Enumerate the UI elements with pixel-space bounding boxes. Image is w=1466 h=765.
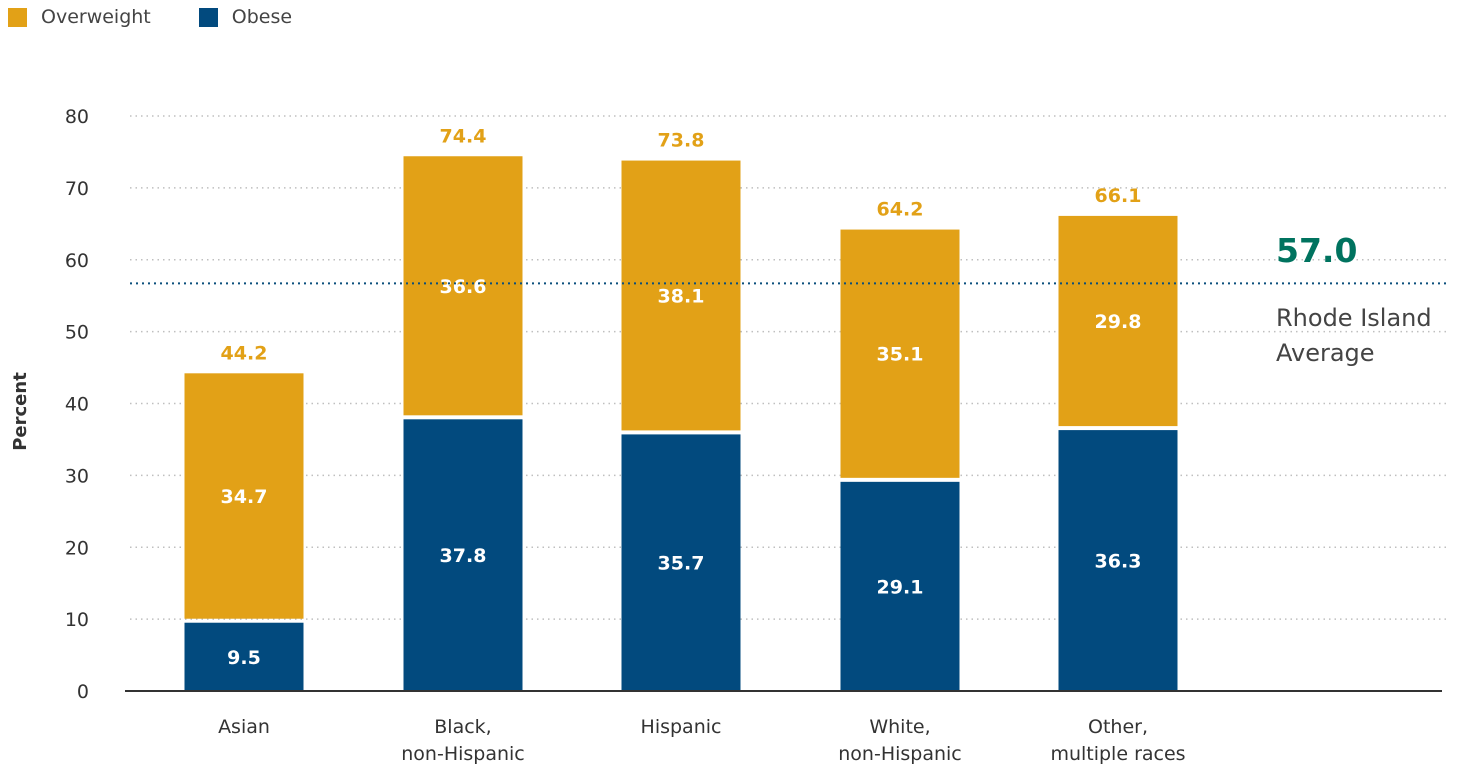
bar-overweight (621, 160, 741, 431)
bar-overweight (403, 156, 523, 416)
y-tick-label: 70 (65, 178, 89, 200)
bar-obese (1058, 430, 1178, 691)
bar-obese (184, 622, 304, 691)
data-label-overweight: 34.7 (221, 486, 268, 508)
reference-label: Average (1276, 339, 1375, 367)
bar-overweight (1058, 215, 1178, 427)
data-label-obese: 35.7 (658, 553, 705, 575)
x-tick-label: Hispanic (641, 716, 722, 738)
legend-label-overweight: Overweight (41, 6, 151, 28)
data-label-obese: 9.5 (227, 647, 261, 669)
data-label-total: 66.1 (1095, 185, 1142, 207)
x-tick-label: Other, (1088, 716, 1148, 738)
bar-obese (840, 481, 960, 691)
reference-value-label: 57.0 (1276, 231, 1357, 270)
x-tick-label: White, (869, 716, 930, 738)
bar-overweight (184, 373, 304, 619)
legend-item-obese: Obese (198, 6, 293, 28)
legend-label-obese: Obese (231, 6, 293, 28)
data-label-overweight: 38.1 (658, 285, 705, 307)
y-tick-label: 0 (77, 681, 89, 703)
data-label-total: 73.8 (658, 130, 705, 152)
y-tick-label: 50 (65, 322, 89, 344)
x-tick-label: multiple races (1050, 743, 1185, 765)
x-tick-label: Black, (434, 716, 491, 738)
y-tick-label: 30 (65, 465, 89, 487)
bar-obese (621, 434, 741, 691)
bar-overweight (840, 229, 960, 478)
data-label-obese: 29.1 (877, 576, 924, 598)
x-tick-label: Asian (218, 716, 270, 738)
data-label-obese: 36.3 (1095, 551, 1142, 573)
data-label-overweight: 35.1 (877, 344, 924, 366)
data-label-overweight: 36.6 (440, 276, 487, 298)
y-tick-label: 10 (65, 609, 89, 631)
y-axis-label: Percent (10, 372, 31, 451)
reference-label: Rhode Island (1276, 304, 1432, 332)
y-tick-label: 80 (65, 106, 89, 128)
data-label-total: 64.2 (877, 199, 924, 221)
x-tick-label: non-Hispanic (401, 743, 525, 765)
x-tick-label: non-Hispanic (838, 743, 962, 765)
y-tick-label: 20 (65, 537, 89, 559)
data-label-total: 74.4 (440, 125, 487, 147)
y-tick-label: 60 (65, 250, 89, 272)
legend-item-overweight: Overweight (8, 6, 151, 28)
data-label-total: 44.2 (221, 342, 268, 364)
y-tick-label: 40 (65, 394, 89, 416)
data-label-overweight: 29.8 (1095, 311, 1142, 333)
legend-swatch-overweight (8, 7, 27, 27)
bar-obese (403, 419, 523, 691)
chart-legend: Overweight Obese (8, 6, 340, 28)
legend-swatch-obese (198, 7, 218, 27)
data-label-obese: 37.8 (440, 545, 487, 567)
